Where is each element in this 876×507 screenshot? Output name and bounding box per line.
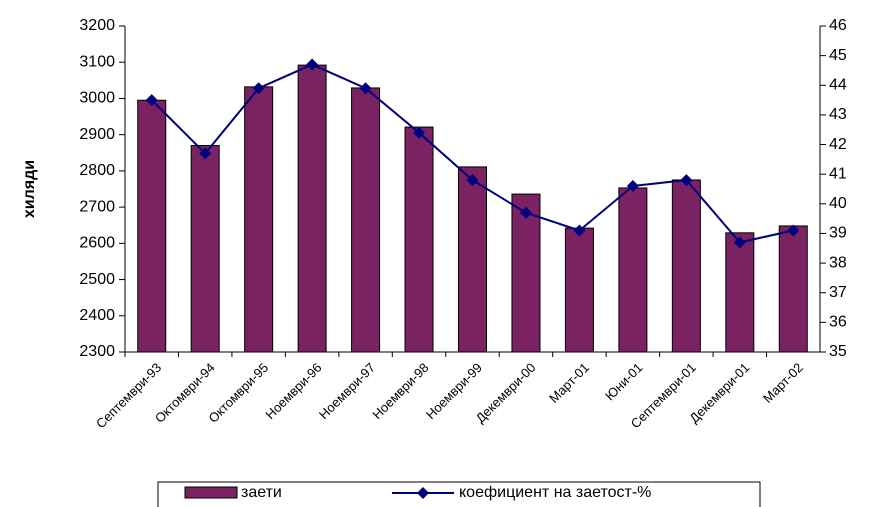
marker [733, 236, 746, 249]
x-tick-label: Ноември-98 [369, 360, 431, 422]
y2-tick-label: 40 [829, 195, 847, 212]
marker [252, 82, 265, 95]
bar [351, 87, 381, 353]
marker [199, 147, 212, 160]
legend-label: коефициент на заетост-% [459, 484, 651, 501]
bar [618, 187, 648, 353]
x-tick-label: Март-01 [546, 360, 592, 406]
bar [137, 99, 167, 353]
bar [564, 227, 594, 353]
bar [511, 193, 541, 353]
x-tick-label: Юни-01 [602, 360, 645, 403]
y-tick-label: 2800 [79, 162, 115, 179]
y2-tick-label: 38 [829, 254, 847, 271]
y-tick-label: 2500 [79, 271, 115, 288]
marker [359, 82, 372, 95]
marker [413, 126, 426, 139]
y2-tick-label: 35 [829, 343, 847, 360]
x-tick-label: Март-02 [760, 360, 806, 406]
legend-label: заети [241, 484, 282, 501]
legend-marker [417, 487, 429, 499]
marker [519, 206, 532, 219]
y-tick-label: 2600 [79, 235, 115, 252]
legend-swatch [184, 486, 238, 499]
x-tick-label: Септември-93 [93, 360, 164, 431]
bar [725, 232, 755, 353]
y-axis-title: хиляди [21, 160, 38, 218]
bar [297, 64, 327, 353]
marker [787, 224, 800, 237]
x-tick-label: Ноември-96 [262, 360, 324, 422]
marker [680, 174, 693, 187]
y2-tick-label: 42 [829, 136, 847, 153]
marker [306, 58, 319, 71]
marker [573, 224, 586, 237]
y-tick-label: 3100 [79, 53, 115, 70]
legend-box [157, 481, 761, 507]
bar [778, 225, 808, 353]
y2-tick-label: 45 [829, 47, 847, 64]
y2-tick-label: 46 [829, 17, 847, 34]
y2-tick-label: 39 [829, 225, 847, 242]
marker [145, 94, 158, 107]
y2-tick-label: 41 [829, 165, 847, 182]
bar [458, 166, 487, 353]
bar [190, 145, 220, 353]
bar [244, 86, 274, 353]
y-tick-label: 2400 [79, 307, 115, 324]
marker [626, 180, 639, 193]
bar [404, 126, 434, 353]
y-tick-label: 2900 [79, 126, 115, 143]
marker [466, 174, 479, 187]
y2-tick-label: 43 [829, 106, 847, 123]
y-tick-label: 3200 [79, 17, 115, 34]
y-tick-label: 2700 [79, 198, 115, 215]
bar [671, 179, 701, 353]
x-tick-label: Ноември-97 [316, 360, 378, 422]
y-tick-label: 2300 [79, 343, 115, 360]
y2-tick-label: 37 [829, 284, 847, 301]
y-tick-label: 3000 [79, 90, 115, 107]
y2-tick-label: 44 [829, 76, 847, 93]
y2-tick-label: 36 [829, 314, 847, 331]
